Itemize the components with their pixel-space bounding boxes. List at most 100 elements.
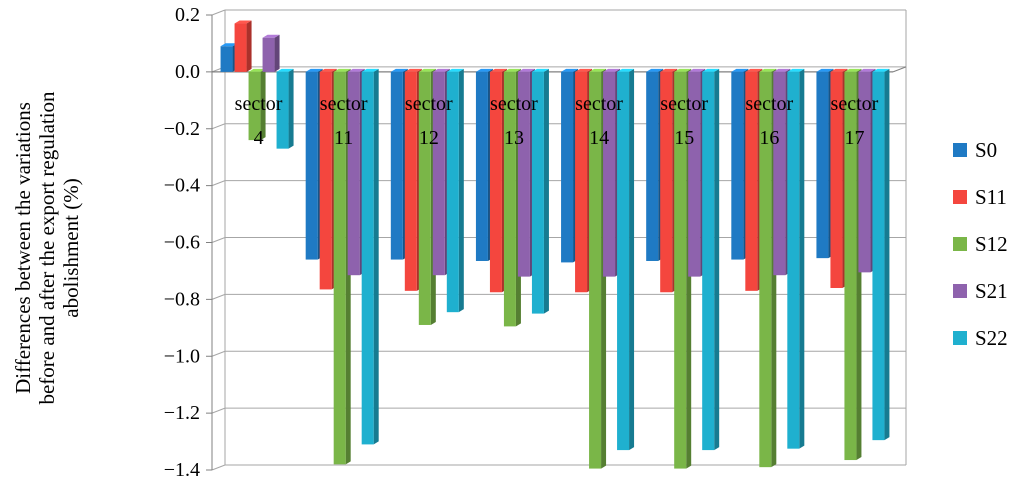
gridline-depth	[211, 407, 226, 414]
bar-top	[262, 34, 280, 38]
bar-front	[872, 71, 885, 441]
bar-s22-cat6	[702, 68, 720, 451]
y-tick-label: 0.2	[175, 4, 200, 26]
gridline-depth	[211, 180, 226, 187]
bar-front	[575, 71, 588, 293]
bar-top	[418, 68, 436, 72]
x-tick-label-number: 14	[589, 127, 609, 149]
bar-front	[531, 71, 544, 314]
bar-side	[274, 34, 280, 72]
y-axis-title-line: abolishment (%)	[59, 178, 83, 317]
bar-side	[714, 68, 720, 451]
bar-top	[646, 68, 664, 72]
bar-front	[603, 71, 616, 277]
bar-front	[816, 71, 829, 259]
x-tick-label-number: 11	[334, 127, 353, 149]
bar-front	[702, 71, 715, 451]
bar-front	[646, 71, 659, 261]
bar-side	[458, 68, 464, 313]
bar-top	[674, 68, 692, 72]
y-tick-label: −0.8	[164, 288, 200, 310]
bar-top	[220, 43, 238, 47]
bar-top	[319, 68, 337, 72]
legend-label: S12	[975, 232, 1008, 256]
bar-front	[234, 23, 247, 72]
x-tick-label: sector	[660, 93, 708, 115]
bar-front	[830, 71, 843, 288]
bar-front	[361, 71, 374, 445]
bar-side	[543, 68, 549, 314]
bar-top	[872, 68, 890, 72]
bar-s22-cat4	[531, 68, 549, 314]
bar-top	[858, 68, 876, 72]
bar-s11-cat1	[234, 20, 252, 72]
bar-front	[759, 71, 772, 468]
bar-top	[390, 68, 408, 72]
y-axis-title-line: before and after the export regulation	[35, 91, 59, 405]
x-axis-depth	[892, 66, 907, 73]
bar-front	[390, 71, 403, 260]
bar-top	[731, 68, 749, 72]
bar-top	[844, 68, 862, 72]
y-tick-label: −0.6	[164, 232, 200, 254]
gridline-depth	[211, 9, 226, 16]
bar-top	[347, 68, 365, 72]
bar-top	[617, 68, 635, 72]
x-tick-label-number: 12	[419, 127, 439, 149]
gridline-depth	[211, 464, 226, 471]
bar-front	[248, 71, 261, 141]
y-tick-label: −0.2	[164, 118, 200, 140]
bar-s22-cat2	[361, 68, 379, 445]
bar-top	[830, 68, 848, 72]
bar-top	[759, 68, 777, 72]
bar-front	[489, 71, 502, 293]
bar-top	[517, 68, 535, 72]
bar-side	[799, 68, 805, 449]
y-axis-title-line: Differences between the variations	[11, 102, 35, 394]
bar-s22-cat5	[617, 68, 635, 451]
x-tick-label-number: 17	[844, 127, 864, 149]
bar-top	[773, 68, 791, 72]
legend-label: S22	[975, 326, 1008, 350]
bar-top	[531, 68, 549, 72]
y-tick-label: −0.4	[164, 175, 200, 197]
bar-front	[262, 37, 275, 72]
bar-front	[617, 71, 630, 451]
bar-top	[276, 68, 294, 72]
bar-front	[333, 71, 346, 465]
bar-front	[432, 71, 445, 276]
bar-front	[589, 71, 602, 469]
bar-front	[731, 71, 744, 260]
y-tick-label: −1.4	[164, 459, 200, 481]
bar-top	[589, 68, 607, 72]
bar-top	[475, 68, 493, 72]
x-tick-label-number: 16	[759, 127, 779, 149]
bar-front	[446, 71, 459, 313]
bar-top	[660, 68, 678, 72]
bar-top	[333, 68, 351, 72]
bar-front	[404, 71, 417, 291]
bar-front	[745, 71, 758, 291]
y-tick-label: −1.2	[164, 402, 200, 424]
legend-swatch	[953, 331, 967, 345]
bar-s22-cat1	[276, 68, 294, 149]
legend-label: S11	[975, 185, 1007, 209]
bar-top	[575, 68, 593, 72]
bar-front	[347, 71, 360, 276]
x-tick-label: sector	[490, 93, 538, 115]
x-tick-label: sector	[235, 93, 283, 115]
x-tick-label: sector	[405, 93, 453, 115]
bar-s21-cat1	[262, 34, 280, 72]
bar-top	[745, 68, 763, 72]
bar-front	[418, 71, 431, 325]
bar-side	[884, 68, 890, 441]
bar-front	[773, 71, 786, 276]
bar-s12-cat1	[248, 68, 266, 141]
legend-swatch	[953, 143, 967, 157]
x-tick-label: sector	[831, 93, 879, 115]
bar-front	[858, 71, 871, 273]
bar-top	[503, 68, 521, 72]
bar-top	[361, 68, 379, 72]
bar-top	[446, 68, 464, 72]
